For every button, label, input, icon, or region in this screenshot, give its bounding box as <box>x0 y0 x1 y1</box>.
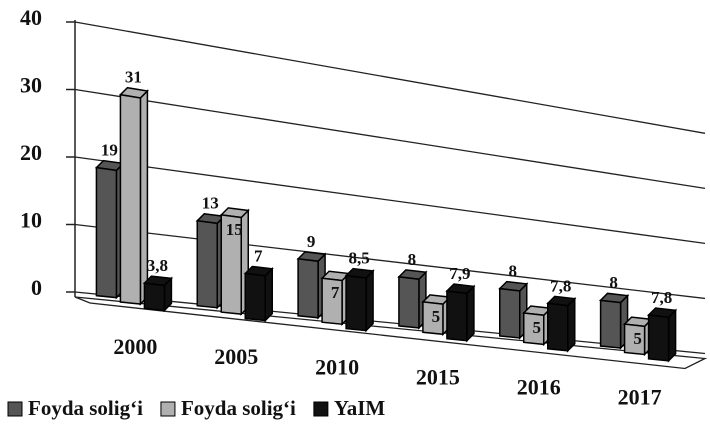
data-label: 9 <box>307 232 316 251</box>
data-label: 8 <box>408 250 417 269</box>
bar <box>446 290 468 342</box>
data-label: 8,5 <box>348 249 369 268</box>
bar <box>647 314 670 362</box>
legend-label: Foyda solig‘i <box>28 396 143 420</box>
legend-label: Foyda solig‘i <box>181 396 296 420</box>
grid-line <box>74 88 706 190</box>
legend-swatch <box>313 401 329 417</box>
bar <box>547 302 569 352</box>
data-label: 7,8 <box>550 276 571 295</box>
bar-side <box>667 308 677 363</box>
bar <box>499 287 521 339</box>
data-label: 7,9 <box>449 264 470 283</box>
data-label: 7 <box>254 246 263 265</box>
legend-label: YaIM <box>334 396 386 420</box>
bar <box>422 301 444 336</box>
bar <box>143 282 166 312</box>
grid-line <box>74 223 706 300</box>
bar <box>623 323 646 356</box>
bar-side <box>365 269 374 333</box>
bar <box>220 214 242 315</box>
x-tick-label: 2016 <box>517 374 561 399</box>
bar <box>244 272 266 322</box>
y-tick-label: 10 <box>20 208 42 233</box>
bar <box>523 312 545 346</box>
bar-side <box>466 284 475 343</box>
bar <box>345 274 367 332</box>
legend-swatch <box>160 401 176 417</box>
data-label: 19 <box>101 141 118 160</box>
bar <box>297 258 319 319</box>
data-label: 31 <box>125 68 142 87</box>
bar-side <box>567 296 576 353</box>
y-tick-label: 20 <box>20 140 42 165</box>
x-tick-label: 2017 <box>618 385 662 410</box>
x-tick-label: 2000 <box>113 334 157 359</box>
bar <box>119 93 142 305</box>
data-label: 5 <box>432 307 441 326</box>
data-label: 8 <box>609 273 618 292</box>
x-tick-label: 2010 <box>315 354 359 379</box>
bar <box>398 276 420 329</box>
x-tick-label: 2015 <box>416 364 460 389</box>
data-label: 15 <box>226 220 243 239</box>
y-tick-label: 30 <box>20 73 42 98</box>
bar <box>321 277 343 326</box>
legend-swatch <box>7 401 23 417</box>
grid-line <box>74 156 706 245</box>
floor <box>74 296 708 370</box>
x-tick-label: 2005 <box>214 344 258 369</box>
data-label: 8 <box>509 262 518 281</box>
data-label: 3,8 <box>147 256 168 275</box>
bar <box>196 219 218 309</box>
bar-side <box>264 266 273 323</box>
data-label: 7,8 <box>651 288 672 307</box>
data-label: 13 <box>202 194 219 213</box>
y-tick-label: 40 <box>20 5 42 30</box>
data-label: 5 <box>633 329 642 348</box>
bar <box>599 299 622 349</box>
data-label: 7 <box>331 283 340 302</box>
data-label: 5 <box>533 318 542 337</box>
grid-line <box>74 21 706 134</box>
bar <box>95 166 118 299</box>
y-tick-label: 0 <box>31 275 42 300</box>
